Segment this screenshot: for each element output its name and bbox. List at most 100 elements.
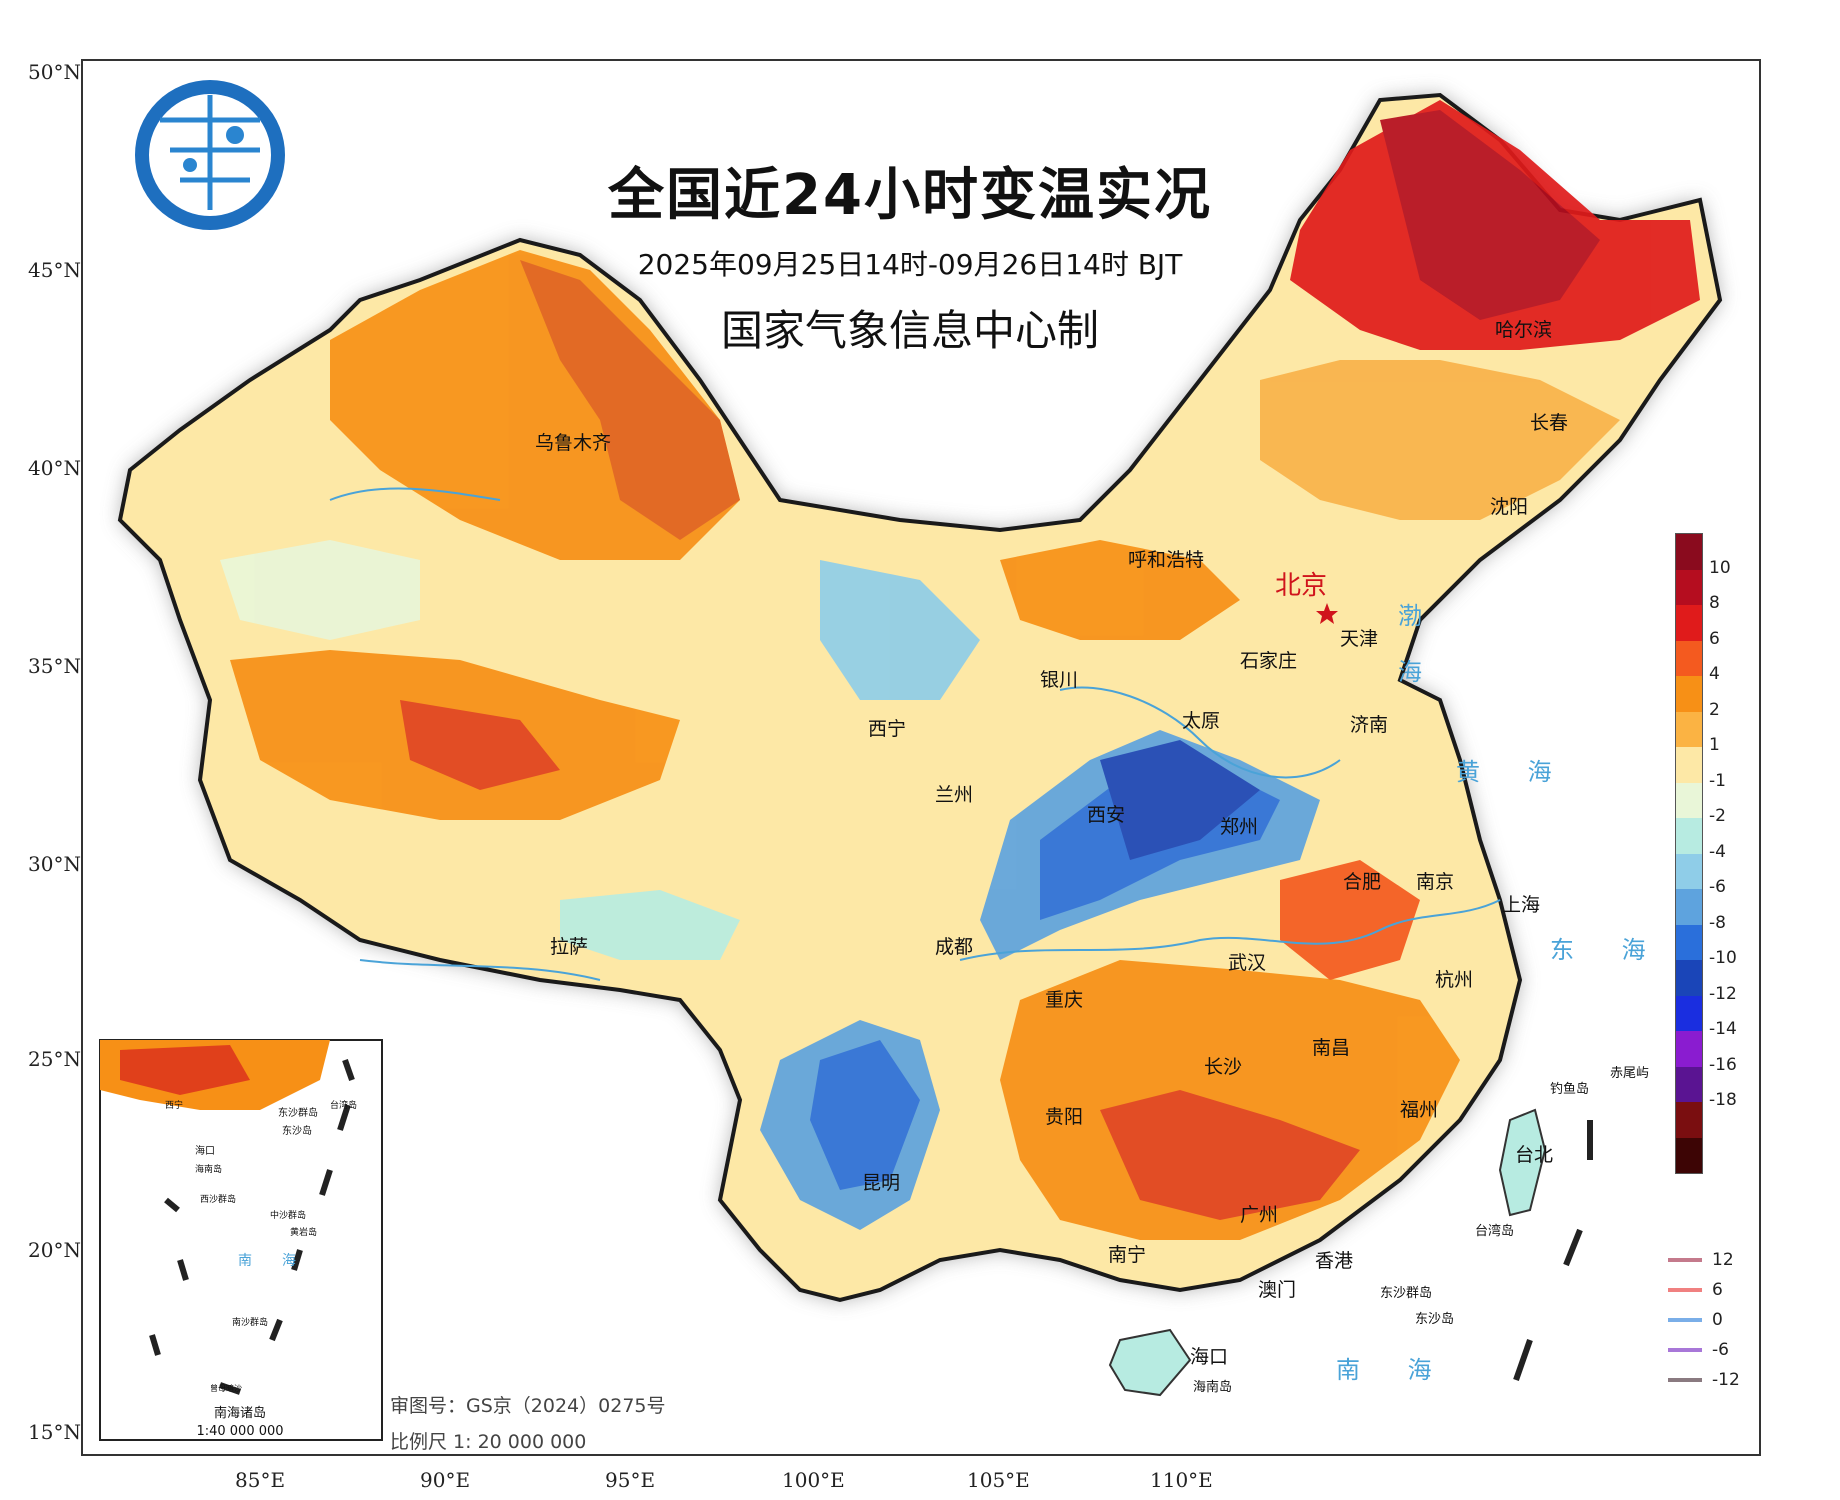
lon-label: 110°E	[1150, 1468, 1213, 1492]
line-legend-row: 6	[1668, 1275, 1778, 1305]
city-label: 乌鲁木齐	[535, 432, 612, 454]
line-swatch	[1668, 1258, 1702, 1262]
island-label: 台湾岛	[1475, 1224, 1515, 1239]
city-label: 南宁	[1108, 1244, 1147, 1266]
city-label: 西宁	[868, 718, 907, 740]
city-label: 合肥	[1343, 871, 1382, 893]
legend-color-cell	[1676, 960, 1702, 996]
inset-label: 台湾岛	[330, 1101, 358, 1111]
city-label: 贵阳	[1045, 1106, 1084, 1128]
title-block: 全国近24小时变温实况 2025年09月25日14时-09月26日14时 BJT…	[560, 150, 1260, 358]
lon-label: 105°E	[967, 1468, 1030, 1492]
legend-color-cell	[1676, 676, 1702, 712]
sea-label: 海	[1398, 658, 1442, 686]
line-legend-label: 0	[1712, 1310, 1723, 1330]
city-label: 银川	[1040, 669, 1079, 691]
inset-label: 海口	[195, 1146, 215, 1157]
sea-label: 东 海	[1550, 936, 1666, 964]
city-label: 上海	[1502, 894, 1541, 916]
city-label: 南昌	[1312, 1037, 1351, 1059]
island-label: 东沙群岛	[1380, 1286, 1433, 1301]
city-label: 海口	[1190, 1346, 1229, 1368]
legend-tick-label: -2	[1709, 806, 1726, 826]
main-dash-line	[1513, 1120, 1593, 1381]
island-label: 东沙岛	[1415, 1312, 1455, 1327]
line-legend-label: -6	[1712, 1340, 1729, 1360]
lat-label: 35°N	[28, 654, 81, 678]
inset-title: 南海诸岛	[213, 1406, 266, 1421]
inset-scale: 1:40 000 000	[196, 1424, 284, 1439]
legend-color-cell	[1676, 534, 1702, 570]
city-label: 成都	[935, 936, 974, 958]
inset-sea-label: 海	[282, 1253, 296, 1269]
island-label: 海南岛	[1193, 1380, 1233, 1395]
city-label: 重庆	[1045, 989, 1084, 1011]
city-label: 南京	[1416, 871, 1455, 893]
inset-label: 曾母暗沙	[210, 1384, 242, 1393]
line-swatch	[1668, 1348, 1702, 1352]
contour-line-legend: 12 6 0 -6 -12	[1668, 1245, 1778, 1395]
inset-label: 中沙群岛	[270, 1211, 307, 1221]
legend-color-cell	[1676, 1102, 1702, 1138]
legend-color-cell	[1676, 640, 1702, 676]
legend-tick-label: 1	[1709, 735, 1720, 755]
legend-color-cell	[1676, 889, 1702, 925]
legend-tick-label: -12	[1709, 983, 1737, 1004]
city-label: 武汉	[1228, 952, 1267, 974]
temperature-regions	[220, 100, 1700, 1240]
city-label: 拉萨	[550, 936, 589, 958]
city-label: 广州	[1240, 1204, 1279, 1226]
city-label: 呼和浩特	[1128, 549, 1205, 571]
city-label: 福州	[1400, 1099, 1439, 1121]
legend-tick-label: 2	[1709, 699, 1720, 720]
review-number: 审图号：GS京（2024）0275号	[390, 1395, 666, 1417]
island-label: 钓鱼岛	[1550, 1082, 1590, 1097]
city-label: 长春	[1530, 412, 1569, 434]
legend-color-cell	[1676, 711, 1702, 747]
map-organization: 国家气象信息中心制	[720, 306, 1099, 355]
lat-label: 45°N	[28, 258, 81, 282]
rivers	[329, 487, 1501, 981]
legend-color-cell	[1676, 995, 1702, 1031]
lon-label: 90°E	[420, 1468, 471, 1492]
capital-label: 北京	[1275, 571, 1328, 601]
city-label: 台北	[1515, 1144, 1554, 1166]
city-label: 昆明	[862, 1172, 901, 1194]
city-label: 石家庄	[1240, 650, 1298, 672]
legend-tick-label: 6	[1709, 628, 1720, 649]
legend-color-cell	[1676, 747, 1702, 783]
lat-label: 50°N	[28, 60, 81, 84]
nine-dash-line	[149, 1059, 355, 1395]
lat-label: 25°N	[28, 1047, 81, 1071]
city-label: 西安	[1087, 804, 1126, 826]
line-legend-row: 0	[1668, 1305, 1778, 1335]
legend-color-cell	[1676, 782, 1702, 818]
legend-color-cell	[1676, 569, 1702, 605]
map-credits: 审图号：GS京（2024）0275号 比例尺 1: 20 000 000	[390, 1388, 666, 1460]
legend-tick-label: -8	[1709, 912, 1726, 933]
city-label: 郑州	[1220, 816, 1259, 838]
lon-label: 85°E	[235, 1468, 286, 1492]
legend-tick-label: -18	[1709, 1090, 1737, 1110]
legend-tick-label: -14	[1709, 1019, 1737, 1039]
lat-label: 15°N	[28, 1420, 81, 1444]
line-swatch	[1668, 1288, 1702, 1292]
inset-title-block: 南海诸岛 1:40 000 000	[100, 1405, 380, 1441]
line-legend-row: -12	[1668, 1365, 1778, 1395]
taiwan-island	[1498, 1108, 1547, 1217]
lat-label: 30°N	[28, 852, 81, 876]
lon-label: 100°E	[782, 1468, 845, 1492]
map-scale: 比例尺 1: 20 000 000	[390, 1431, 587, 1453]
line-swatch	[1668, 1318, 1702, 1322]
city-label: 天津	[1340, 628, 1379, 650]
line-legend-label: 6	[1712, 1280, 1723, 1300]
line-legend-row: -6	[1668, 1335, 1778, 1365]
line-legend-label: 12	[1712, 1250, 1734, 1270]
city-label: 济南	[1350, 714, 1389, 736]
legend-tick-label: -16	[1709, 1054, 1737, 1075]
legend-tick-label: 4	[1709, 664, 1720, 684]
legend-tick-label: -4	[1709, 841, 1726, 862]
hainan-island	[1108, 1328, 1192, 1397]
city-label: 哈尔滨	[1495, 319, 1553, 341]
